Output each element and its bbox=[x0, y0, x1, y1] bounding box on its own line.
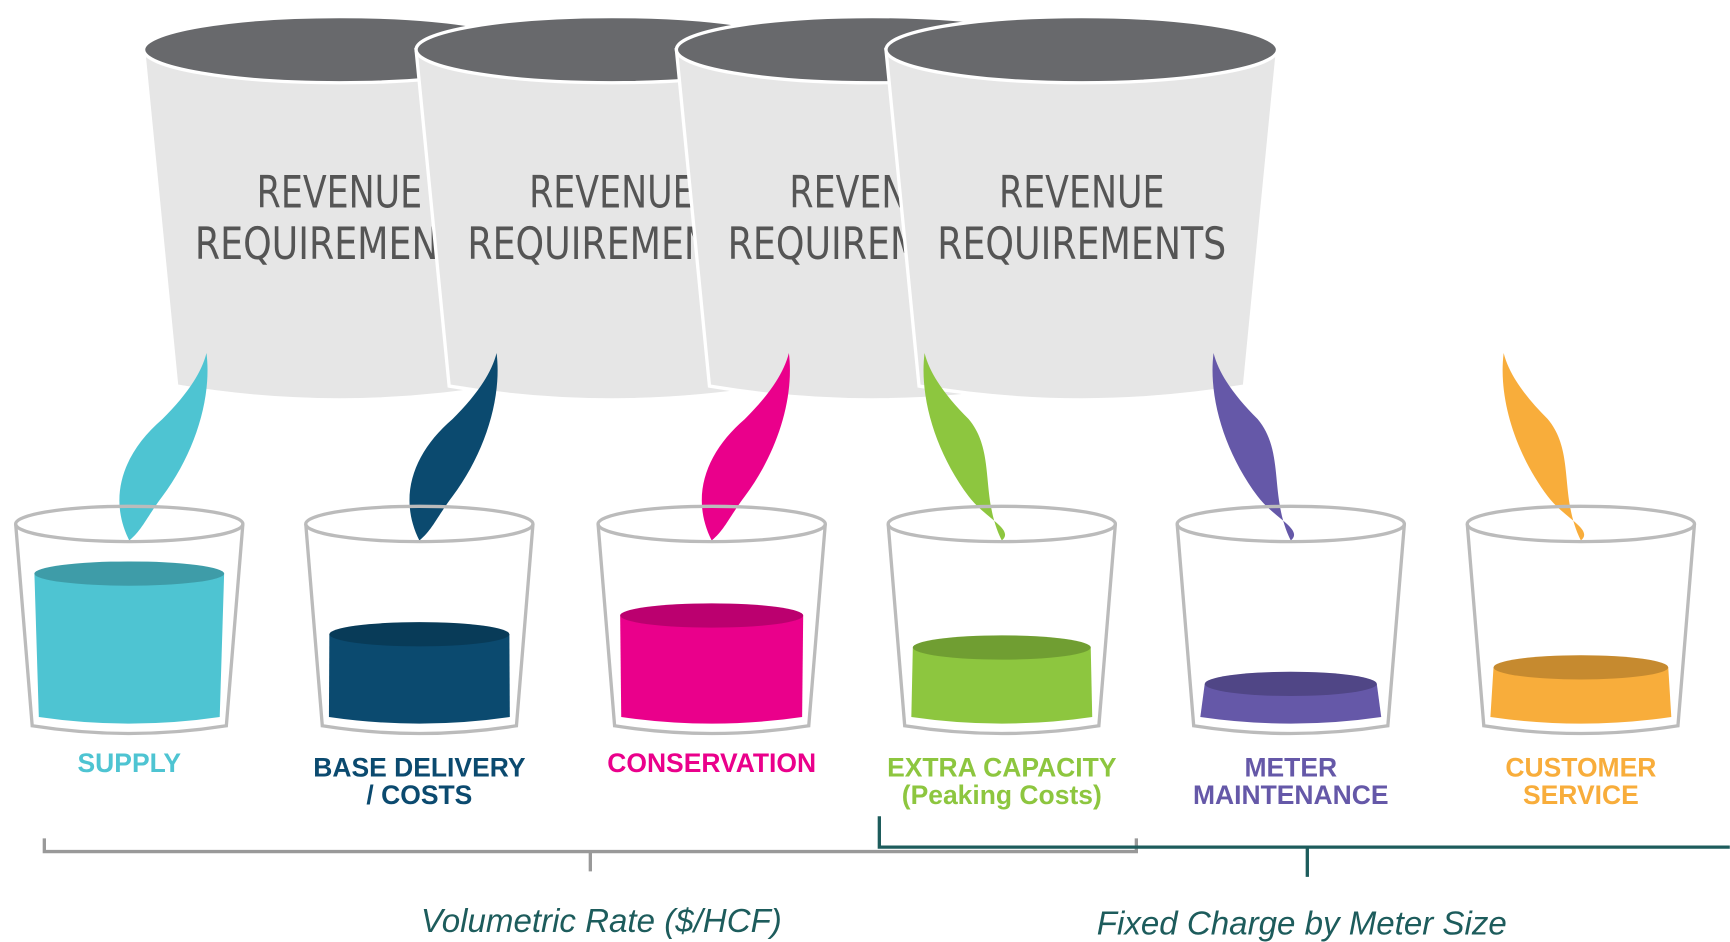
cup: CONSERVATION bbox=[598, 353, 825, 778]
cup: BASE DELIVERY/ COSTS bbox=[306, 353, 533, 810]
cup-label: SUPPLY bbox=[78, 748, 182, 778]
pour bbox=[119, 353, 207, 541]
liquid bbox=[329, 634, 510, 723]
pour bbox=[1503, 353, 1585, 541]
left-bracket bbox=[44, 838, 1136, 871]
cup-label: METER bbox=[1244, 753, 1337, 783]
liquid-shade bbox=[1494, 655, 1669, 679]
bucket-label: REVENUE bbox=[257, 167, 422, 218]
cup-label: CUSTOMER bbox=[1505, 753, 1656, 783]
liquid bbox=[620, 615, 803, 723]
bucket-label: REQUIREMENTS bbox=[937, 219, 1226, 270]
cup: EXTRA CAPACITY(Peaking Costs) bbox=[887, 353, 1117, 810]
cup-label: CONSERVATION bbox=[607, 748, 816, 778]
liquid bbox=[34, 574, 224, 724]
bucket-top bbox=[886, 17, 1278, 83]
right-bracket bbox=[879, 816, 1729, 877]
liquid-shade bbox=[1205, 672, 1377, 696]
cup-label: SERVICE bbox=[1523, 780, 1639, 810]
bracket-label: Fixed Charge by Meter Size bbox=[1097, 905, 1507, 942]
liquid-shade bbox=[34, 561, 224, 585]
diagram: Volumetric Rate ($/HCF) Fixed Charge by … bbox=[0, 0, 1730, 942]
cup-label: MAINTENANCE bbox=[1193, 780, 1389, 810]
cup-label: BASE DELIVERY bbox=[313, 753, 526, 783]
bucket-label: REVENUE bbox=[529, 167, 694, 218]
liquid-shade bbox=[329, 622, 509, 646]
liquid-shade bbox=[913, 635, 1091, 659]
cup: SUPPLY bbox=[16, 353, 243, 778]
cup-label: EXTRA CAPACITY bbox=[887, 753, 1117, 783]
cup-label: (Peaking Costs) bbox=[902, 780, 1102, 810]
bucket-label: REVENUE bbox=[999, 167, 1164, 218]
bracket-label: Volumetric Rate ($/HCF) bbox=[421, 903, 782, 940]
pour bbox=[1213, 353, 1295, 541]
cup-label: / COSTS bbox=[366, 780, 472, 810]
liquid-shade bbox=[620, 603, 803, 627]
